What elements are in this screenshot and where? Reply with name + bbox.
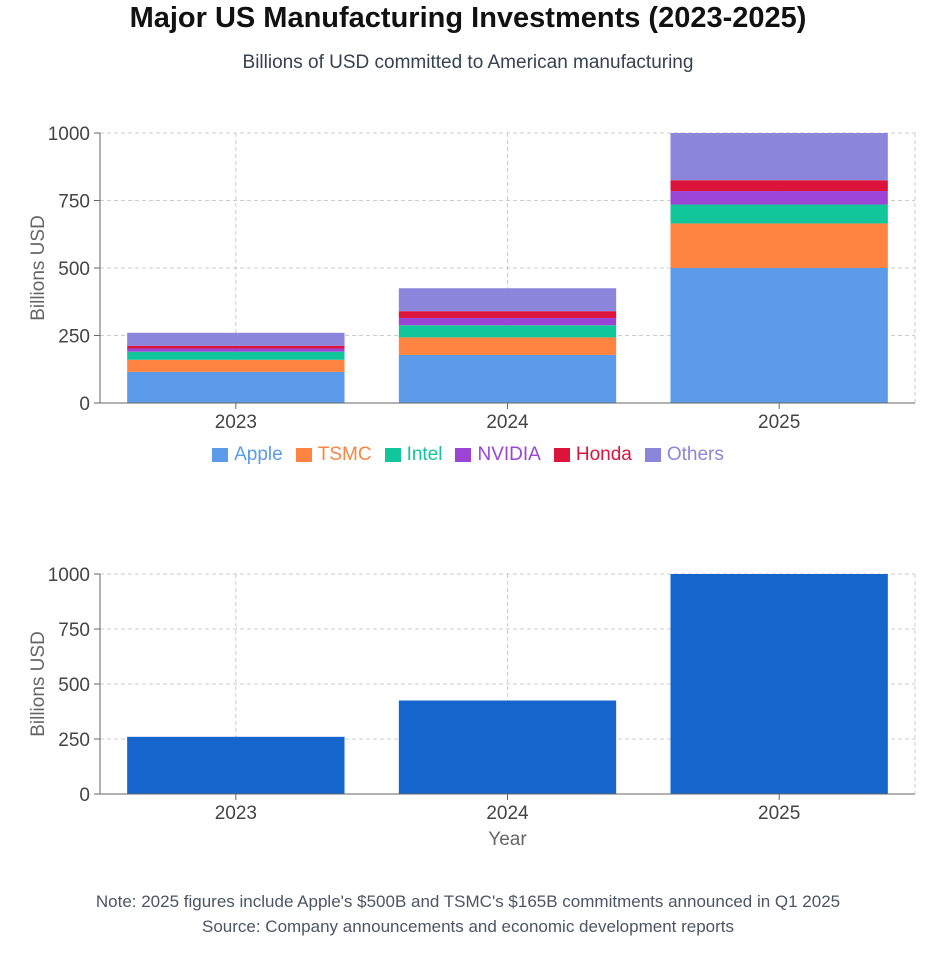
y-tick-label: 1000: [48, 565, 90, 586]
x-tick-label: 2023: [215, 412, 257, 433]
legend-item-tsmc[interactable]: TSMC: [295, 444, 372, 466]
legend-swatch: [212, 448, 229, 462]
y-tick-label: 250: [58, 730, 90, 751]
bar-others-2025: [670, 133, 888, 181]
bar-total-2025: [670, 574, 888, 794]
bar-tsmc-2024: [398, 337, 617, 355]
legend-item-others[interactable]: Others: [644, 444, 724, 466]
bar-honda-2023: [127, 345, 345, 349]
chart-source: Source: Company announcements and econom…: [201, 917, 735, 936]
y-tick-label: 750: [58, 620, 90, 641]
chart-subtitle: Billions of USD committed to American ma…: [242, 52, 694, 73]
y-tick-label: 500: [58, 675, 90, 696]
bar-nvidia-2023: [127, 348, 345, 352]
legend-label: TSMC: [317, 444, 372, 465]
chart-legend: Apple TSMC Intel NVIDIA Honda Others: [0, 444, 936, 466]
legend-item-intel[interactable]: Intel: [384, 444, 443, 466]
legend-label: Others: [666, 444, 724, 465]
total-bar-chart: 0 250 500 750 1000 2023 2024 2025 Year Billions U…: [28, 565, 916, 850]
stacked-bar-chart: 0 250 500 750 1000 2023 2024 2025 Year Billions U…: [28, 124, 916, 440]
y-axis-label: Billions USD: [28, 215, 49, 321]
legend-swatch: [295, 448, 312, 462]
legend-label: Honda: [575, 444, 632, 465]
x-tick-label: 2024: [486, 412, 529, 433]
bar-tsmc-2023: [127, 359, 345, 372]
bar-nvidia-2025: [670, 191, 888, 205]
legend-swatch: [553, 448, 570, 462]
y-axis-label: Billions USD: [28, 631, 49, 737]
bar-honda-2025: [670, 180, 888, 192]
legend-label: Intel: [406, 444, 443, 465]
bar-honda-2024: [398, 311, 617, 318]
y-tick-label: 750: [58, 192, 90, 213]
bar-nvidia-2024: [398, 317, 617, 326]
x-tick-label: 2024: [486, 803, 529, 824]
x-axis-label: Year: [488, 829, 527, 850]
legend-swatch: [384, 448, 401, 462]
y-tick-label: 0: [79, 785, 90, 806]
y-tick-label: 0: [79, 394, 90, 415]
legend-item-honda[interactable]: Honda: [553, 444, 632, 466]
legend-label: NVIDIA: [477, 444, 541, 465]
chart-title: Major US Manufacturing Investments (2023…: [129, 2, 807, 34]
y-tick-label: 500: [58, 259, 90, 280]
legend-label: Apple: [234, 444, 283, 465]
bar-intel-2023: [127, 351, 345, 360]
legend-item-apple[interactable]: Apple: [212, 444, 283, 466]
bar-intel-2024: [398, 325, 617, 338]
bar-apple-2025: [670, 268, 888, 403]
legend-swatch: [644, 448, 661, 462]
y-tick-label: 1000: [48, 124, 90, 145]
bar-total-2023: [127, 736, 345, 794]
bar-others-2024: [398, 288, 617, 312]
bar-apple-2024: [398, 354, 617, 403]
legend-item-nvidia[interactable]: NVIDIA: [455, 444, 541, 466]
x-tick-label: 2025: [758, 803, 800, 824]
y-tick-label: 250: [58, 327, 90, 348]
bar-others-2023: [127, 332, 345, 346]
legend-swatch: [455, 448, 472, 462]
chart-note: Note: 2025 figures include Apple's $500B…: [95, 892, 841, 911]
x-axis-label: Year: [488, 438, 527, 440]
bar-total-2024: [398, 700, 617, 794]
bar-intel-2025: [670, 204, 888, 224]
bar-tsmc-2025: [670, 223, 888, 268]
x-tick-label: 2023: [215, 803, 257, 824]
x-tick-label: 2025: [758, 412, 800, 433]
bar-apple-2023: [127, 371, 345, 403]
